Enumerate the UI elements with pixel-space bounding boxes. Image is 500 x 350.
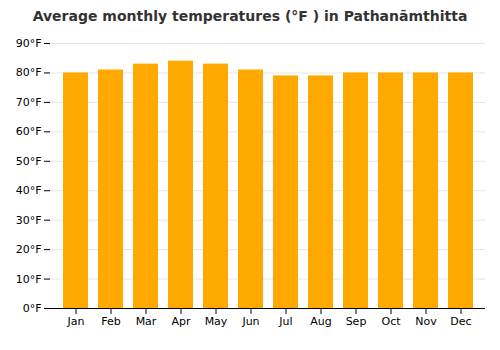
svg-text:Jun: Jun (241, 315, 259, 328)
svg-text:50°F: 50°F (16, 155, 42, 168)
svg-text:Nov: Nov (415, 315, 437, 328)
svg-text:40°F: 40°F (16, 184, 42, 197)
svg-text:Jul: Jul (278, 315, 292, 328)
svg-text:Oct: Oct (381, 315, 401, 328)
svg-text:60°F: 60°F (16, 125, 42, 138)
svg-text:30°F: 30°F (16, 214, 42, 227)
svg-text:Jan: Jan (67, 315, 85, 328)
svg-text:20°F: 20°F (16, 243, 42, 256)
svg-text:70°F: 70°F (16, 96, 42, 109)
svg-text:Aug: Aug (310, 315, 331, 328)
svg-text:Apr: Apr (171, 315, 191, 328)
svg-text:May: May (205, 315, 228, 328)
svg-text:Feb: Feb (101, 315, 120, 328)
svg-text:10°F: 10°F (16, 273, 42, 286)
html-text:Average monthly temperatures (: Average monthly temperatures (°F ) in Pa… (32, 8, 468, 24)
svg-text:90°F: 90°F (16, 37, 42, 50)
svg-text:Sep: Sep (346, 315, 367, 328)
svg-text:Mar: Mar (136, 315, 157, 328)
svg-text:Dec: Dec (450, 315, 471, 328)
svg-text:80°F: 80°F (16, 66, 42, 79)
svg-text:0°F: 0°F (23, 302, 42, 315)
